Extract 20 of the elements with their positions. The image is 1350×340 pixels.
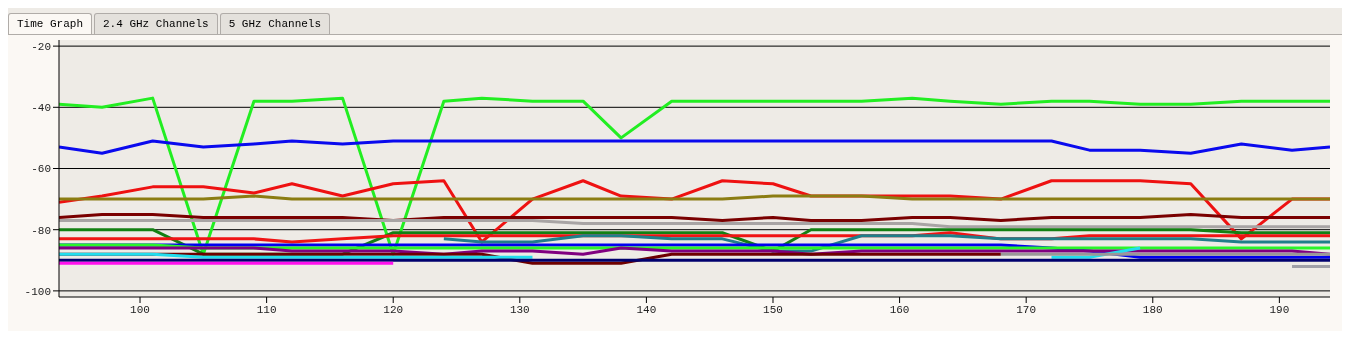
- x-tick-label: 140: [636, 303, 657, 316]
- x-tick-label: 160: [889, 303, 910, 316]
- x-tick-label: 110: [256, 303, 277, 316]
- text: 2.4 GHz Channels: [94, 13, 218, 34]
- line-series: [59, 139, 1330, 155]
- y-tick-label: -40: [31, 102, 51, 115]
- y-tick-label: -100: [24, 285, 51, 298]
- x-tick-label: 170: [1016, 303, 1037, 316]
- text: Time Graph: [8, 13, 93, 34]
- y-tick-label: -60: [31, 163, 51, 176]
- line-series: [442, 234, 1330, 253]
- y-tick-label: -80: [31, 224, 51, 237]
- y-tick-label: -20: [31, 41, 51, 54]
- x-tick-label: 120: [383, 303, 404, 316]
- x-tick-label: 150: [763, 303, 783, 316]
- x-tick-label: 180: [1142, 303, 1163, 316]
- x-tick-label: 130: [509, 303, 530, 316]
- x-tick-label: 190: [1269, 303, 1290, 316]
- x-tick-label: 100: [130, 303, 150, 316]
- text: 5 GHz Channels: [219, 13, 331, 34]
